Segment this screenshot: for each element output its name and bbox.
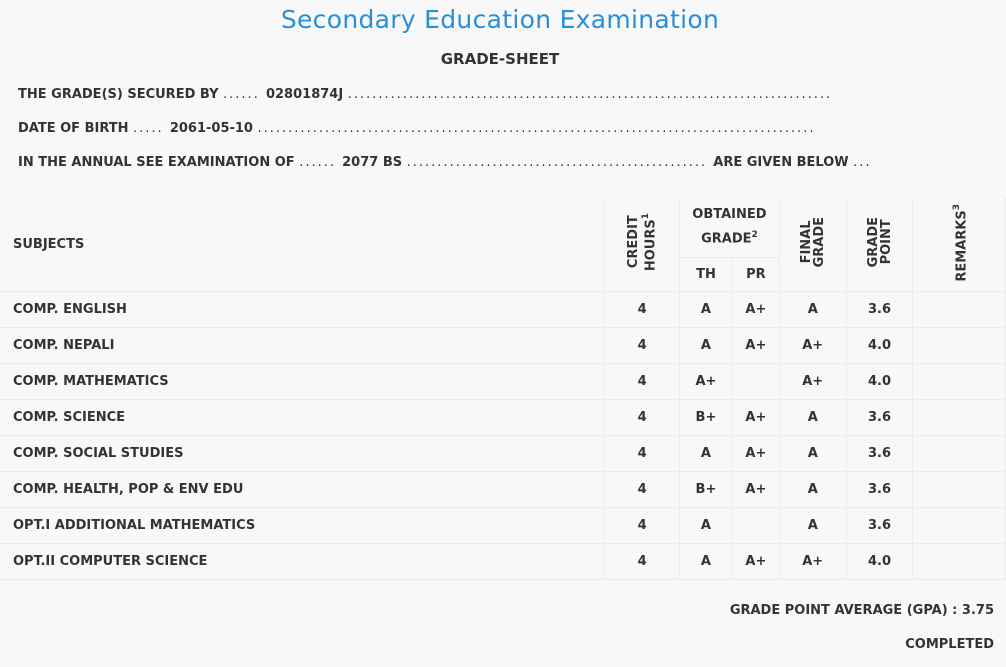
table-row: COMP. SCIENCE 4 B+ A+ A 3.6	[0, 399, 1006, 436]
exam-value: 2077 BS	[342, 155, 403, 170]
remarks-cell	[912, 435, 1006, 472]
dots: ......	[299, 155, 343, 170]
page-title: Secondary Education Examination	[280, 5, 720, 34]
subject-cell: COMP. SCIENCE	[0, 399, 606, 436]
grade-point-cell: 4.0	[846, 363, 914, 400]
final-grade-cell: A	[779, 399, 847, 436]
subject-cell: COMP. HEALTH, POP & ENV EDU	[0, 471, 606, 508]
remarks-cell	[912, 399, 1006, 436]
grade-point-cell: 3.6	[846, 471, 914, 508]
secured-by-value: 02801874J	[265, 87, 344, 102]
dob-line: DATE OF BIRTH ..... 2061-05-10 .........…	[18, 121, 816, 136]
subject-cell: OPT.I ADDITIONAL MATHEMATICS	[0, 507, 606, 544]
credit-cell: 4	[604, 471, 680, 508]
final-grade-cell: A	[779, 435, 847, 472]
table-row: COMP. NEPALI 4 A A+ A+ 4.0	[0, 327, 1006, 364]
remarks-cell	[912, 543, 1006, 580]
secured-by-line: THE GRADE(S) SECURED BY ...... 02801874J…	[18, 87, 832, 102]
dots: .....	[133, 121, 170, 136]
th-grade-cell: A	[679, 507, 733, 544]
pr-grade-cell	[732, 507, 780, 544]
final-grade-cell: A+	[779, 327, 847, 364]
final-grade-cell: A+	[779, 543, 847, 580]
table-row: COMP. MATHEMATICS 4 A+ A+ 4.0	[0, 363, 1006, 400]
pr-grade-cell: A+	[732, 291, 780, 328]
gpa-value: 3.75	[961, 603, 994, 618]
th-grade-cell: B+	[679, 399, 733, 436]
table-row: COMP. HEALTH, POP & ENV EDU 4 B+ A+ A 3.…	[0, 471, 1006, 508]
remarks-cell	[912, 363, 1006, 400]
pr-grade-cell: A+	[732, 327, 780, 364]
final-grade-cell: A	[779, 291, 847, 328]
header-final-grade: FINAL GRADE	[779, 198, 847, 292]
credit-cell: 4	[604, 543, 680, 580]
header-th: TH	[679, 257, 733, 292]
pr-grade-cell: A+	[732, 435, 780, 472]
th-grade-cell: A	[679, 327, 733, 364]
dots: ........................................…	[257, 121, 816, 136]
header-obtained-grade: OBTAINED GRADE2	[679, 198, 780, 258]
credit-cell: 4	[604, 363, 680, 400]
page-subtitle: GRADE-SHEET	[440, 50, 560, 68]
gpa-label: GRADE POINT AVERAGE (GPA) :	[729, 603, 958, 618]
exam-line: IN THE ANNUAL SEE EXAMINATION OF ...... …	[18, 155, 872, 170]
dots: ......	[223, 87, 266, 102]
dob-label: DATE OF BIRTH	[18, 121, 129, 136]
remarks-cell	[912, 291, 1006, 328]
credit-cell: 4	[604, 291, 680, 328]
grade-point-cell: 4.0	[846, 327, 914, 364]
dots: ........................................…	[347, 87, 833, 102]
subject-cell: COMP. NEPALI	[0, 327, 606, 364]
status-text: COMPLETED	[905, 637, 994, 652]
credit-cell: 4	[604, 507, 680, 544]
remarks-cell	[912, 327, 1006, 364]
subject-cell: COMP. ENGLISH	[0, 291, 606, 328]
table-row: COMP. SOCIAL STUDIES 4 A A+ A 3.6	[0, 435, 1006, 472]
grade-point-cell: 3.6	[846, 507, 914, 544]
table-row: OPT.I ADDITIONAL MATHEMATICS 4 A A 3.6	[0, 507, 1006, 544]
th-grade-cell: A	[679, 291, 733, 328]
remarks-cell	[912, 507, 1006, 544]
pr-grade-cell: A+	[732, 543, 780, 580]
header-grade-point: GRADE POINT	[846, 198, 914, 292]
th-grade-cell: B+	[679, 471, 733, 508]
table-row: COMP. ENGLISH 4 A A+ A 3.6	[0, 291, 1006, 328]
pr-grade-cell: A+	[732, 471, 780, 508]
dots: ...	[853, 155, 872, 170]
header-remarks: REMARKS3	[912, 198, 1006, 292]
dob-value: 2061-05-10	[169, 121, 253, 136]
grade-point-cell: 3.6	[846, 291, 914, 328]
table-row: OPT.II COMPUTER SCIENCE 4 A A+ A+ 4.0	[0, 543, 1006, 580]
grade-point-cell: 3.6	[846, 399, 914, 436]
th-grade-cell: A	[679, 435, 733, 472]
subject-cell: OPT.II COMPUTER SCIENCE	[0, 543, 606, 580]
grade-point-cell: 4.0	[846, 543, 914, 580]
dots: ........................................…	[406, 155, 714, 170]
exam-label: IN THE ANNUAL SEE EXAMINATION OF	[18, 155, 295, 170]
header-pr: PR	[732, 257, 780, 292]
th-grade-cell: A	[679, 543, 733, 580]
final-grade-cell: A	[779, 471, 847, 508]
credit-cell: 4	[604, 327, 680, 364]
pr-grade-cell	[732, 363, 780, 400]
subject-cell: COMP. SOCIAL STUDIES	[0, 435, 606, 472]
remarks-cell	[912, 471, 1006, 508]
credit-cell: 4	[604, 399, 680, 436]
secured-by-label: THE GRADE(S) SECURED BY	[18, 87, 219, 102]
final-grade-cell: A+	[779, 363, 847, 400]
pr-grade-cell: A+	[732, 399, 780, 436]
credit-cell: 4	[604, 435, 680, 472]
final-grade-cell: A	[779, 507, 847, 544]
header-credit-hours: CREDIT HOURS1	[604, 198, 680, 292]
subject-cell: COMP. MATHEMATICS	[0, 363, 606, 400]
grades-table: SUBJECTS CREDIT HOURS1 OBTAINED GRADE2 FIN…	[0, 198, 1006, 580]
th-grade-cell: A+	[679, 363, 733, 400]
header-subjects: SUBJECTS	[0, 198, 606, 292]
grade-point-cell: 3.6	[846, 435, 914, 472]
exam-suffix: ARE GIVEN BELOW	[713, 155, 849, 170]
gpa-line: GRADE POINT AVERAGE (GPA) : 3.75	[730, 603, 994, 618]
